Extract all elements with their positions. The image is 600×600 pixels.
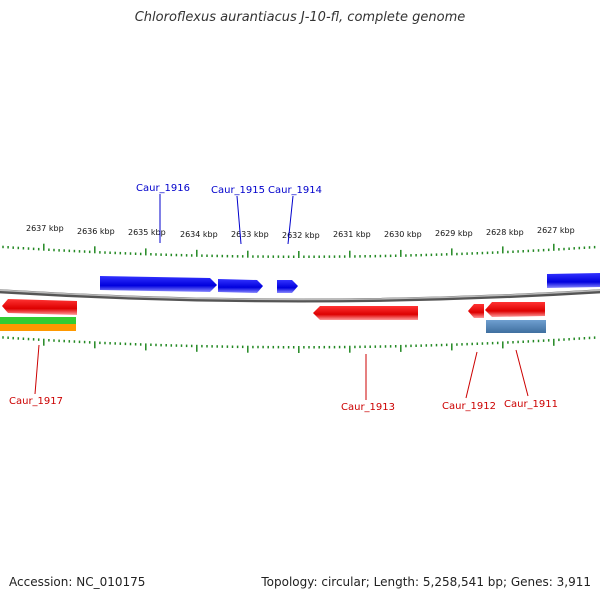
scale-label-2629: 2629 kbp bbox=[435, 229, 473, 238]
rrna-orange-bar[interactable] bbox=[0, 324, 76, 331]
label-caur-1917[interactable]: Caur_1917 bbox=[9, 396, 63, 407]
gene-caur-1916[interactable] bbox=[100, 276, 217, 292]
gene-caur-1914[interactable] bbox=[277, 280, 298, 293]
scale-label-2635: 2635 kbp bbox=[128, 228, 166, 237]
gene-caur-1915[interactable] bbox=[218, 279, 263, 293]
gene-caur-1913[interactable] bbox=[313, 306, 418, 320]
steel-blue-feature[interactable] bbox=[486, 320, 546, 333]
leader-caur-1914 bbox=[287, 195, 294, 245]
topology-summary: Topology: circular; Length: 5,258,541 bp… bbox=[261, 575, 591, 589]
label-caur-1914[interactable]: Caur_1914 bbox=[268, 185, 322, 196]
scale-label-2627: 2627 kbp bbox=[537, 226, 575, 235]
scale-label-2633: 2633 kbp bbox=[231, 230, 269, 239]
gene-caur-1912[interactable] bbox=[468, 304, 484, 318]
label-caur-1913[interactable]: Caur_1913 bbox=[341, 402, 395, 413]
gene-labels-bottom: Caur_1917 Caur_1913 Caur_1912 Caur_1911 bbox=[9, 396, 558, 413]
label-caur-1916[interactable]: Caur_1916 bbox=[136, 183, 190, 194]
scale-ticks-bottom bbox=[2, 336, 596, 353]
scale-label-2637: 2637 kbp bbox=[26, 224, 64, 233]
label-leaders bbox=[34, 194, 529, 400]
gene-caur-1911[interactable] bbox=[485, 302, 545, 317]
label-caur-1915[interactable]: Caur_1915 bbox=[211, 185, 265, 196]
gene-right-forward[interactable] bbox=[547, 273, 600, 288]
label-caur-1912[interactable]: Caur_1912 bbox=[442, 401, 496, 412]
scale-label-2628: 2628 kbp bbox=[486, 228, 524, 237]
scale-ticks-top bbox=[2, 243, 596, 258]
scale-labels: 2637 kbp 2636 kbp 2635 kbp 2634 kbp 2633… bbox=[26, 224, 575, 240]
scale-label-2631: 2631 kbp bbox=[333, 230, 371, 239]
reverse-strand-genes bbox=[2, 299, 545, 320]
scale-label-2634: 2634 kbp bbox=[180, 230, 218, 239]
genome-backbone bbox=[0, 289, 600, 303]
scale-label-2636: 2636 kbp bbox=[77, 227, 115, 236]
rrna-green-bar[interactable] bbox=[0, 317, 76, 324]
scale-label-2630: 2630 kbp bbox=[384, 230, 422, 239]
genome-backbone-highlight bbox=[0, 289, 600, 301]
leader-caur-1917 bbox=[34, 344, 40, 395]
gene-caur-1917[interactable] bbox=[2, 299, 77, 315]
label-caur-1911[interactable]: Caur_1911 bbox=[504, 399, 558, 410]
leader-caur-1915 bbox=[236, 195, 242, 245]
gene-labels-top: Caur_1916 Caur_1915 Caur_1914 bbox=[136, 183, 322, 196]
forward-strand-genes bbox=[100, 273, 600, 293]
scale-label-2632: 2632 kbp bbox=[282, 231, 320, 240]
leader-caur-1911 bbox=[515, 349, 529, 397]
map-title: Chloroflexus aurantiacus J-10-fl, comple… bbox=[134, 10, 466, 25]
accession-text: Accession: NC_010175 bbox=[9, 575, 146, 589]
leader-caur-1912 bbox=[465, 351, 478, 399]
